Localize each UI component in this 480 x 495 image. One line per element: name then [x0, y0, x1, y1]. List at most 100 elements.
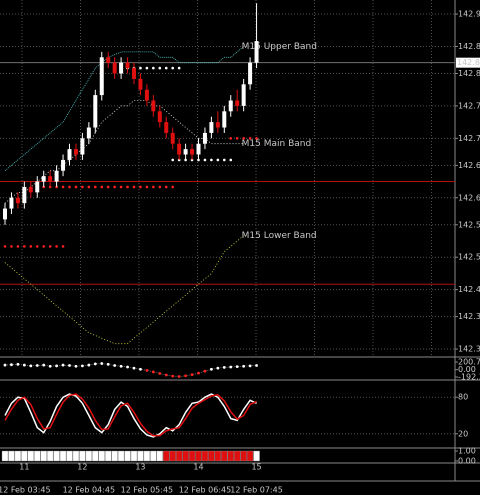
indicator-dot [151, 370, 155, 374]
candle-body [202, 132, 207, 144]
signal-cell [27, 450, 34, 462]
indicator-dot [81, 364, 84, 368]
candle-body [48, 176, 53, 182]
candle-body [28, 186, 33, 193]
level-dot [10, 245, 13, 248]
candle-body [80, 138, 85, 155]
signal-cell [201, 450, 209, 462]
y-tick-label: 142.5 [458, 253, 480, 262]
indicator-dot [29, 364, 33, 368]
level-dot [94, 185, 97, 189]
candle-body [215, 122, 220, 128]
level-dot [210, 158, 213, 162]
level-dot [171, 158, 174, 162]
level-dot [203, 158, 207, 162]
candle-body [125, 62, 130, 69]
level-dot [61, 245, 65, 248]
signal-cell [59, 450, 67, 462]
candle-body [9, 197, 14, 209]
candle-body [73, 149, 78, 155]
candle-body [86, 127, 91, 139]
y-tick-label: 142.44 [458, 285, 480, 294]
candle-body [157, 111, 162, 123]
signal-cell [130, 450, 138, 462]
level-dot [255, 137, 258, 140]
indicator-dot [210, 367, 213, 371]
hour-label: 11 [19, 463, 29, 472]
signal-cell [221, 450, 228, 462]
signal-cell [143, 450, 151, 462]
level-dot [229, 137, 233, 140]
hour-label: 12 [77, 463, 87, 472]
signal-cell [98, 450, 105, 462]
signal-cell [117, 450, 125, 462]
level-dot [3, 245, 7, 248]
level-dot [61, 185, 65, 189]
indicator-dot [126, 365, 129, 369]
signal-cell [175, 450, 183, 462]
y-tick-label: 0.00 [458, 457, 476, 466]
x-tick-label: 12 Feb 07:45 [230, 486, 282, 495]
hour-label: 15 [251, 463, 261, 472]
x-tick-label: 12 Feb 06:45 [179, 486, 231, 495]
candle-body [119, 62, 124, 74]
indicator-dot [16, 362, 20, 366]
indicator-dot [48, 364, 52, 368]
y-tick-label: 1.00 [458, 447, 476, 456]
signal-cell [182, 450, 189, 462]
level-dot [29, 245, 33, 248]
y-tick-label: 142.78 [458, 101, 480, 110]
indicator-dot [74, 364, 78, 368]
level-dot [132, 185, 136, 189]
candle-body [99, 57, 104, 96]
x-tick-label: 12 Feb 04:45 [63, 486, 115, 495]
level-dot [23, 245, 26, 248]
level-dot [113, 185, 116, 189]
indicator-dot [87, 363, 91, 367]
indicator-dot [177, 375, 181, 378]
indicator-dot [248, 364, 252, 368]
indicator-dot [190, 373, 194, 377]
y-tick-label: 20 [458, 429, 468, 438]
signal-cell [150, 450, 157, 462]
level-dot [177, 66, 181, 70]
candle-body [254, 41, 259, 63]
indicator-dot [255, 364, 258, 367]
indicator-dot [35, 364, 39, 367]
signal-cell [46, 450, 54, 462]
indicator-dot [10, 363, 13, 367]
indicator-dot [139, 367, 142, 371]
indicator-dot [61, 363, 65, 367]
candle-body [3, 208, 7, 220]
candle-body [106, 57, 111, 63]
candle-body [15, 197, 20, 204]
signal-cell [92, 450, 99, 462]
candle-body [61, 159, 66, 171]
signal-cell [137, 450, 144, 462]
candle-body [235, 100, 240, 106]
candle-body [35, 181, 40, 193]
level-dot [42, 245, 45, 248]
x-tick-label: 12 Feb 03:45 [0, 486, 51, 495]
candle-body [196, 143, 201, 155]
signal-cell [246, 450, 254, 462]
band-line [4, 46, 244, 172]
candle-body [138, 78, 143, 90]
level-dot [164, 185, 168, 189]
signal-cell [40, 450, 47, 462]
signal-cell [14, 450, 22, 462]
y-tick-label: 80 [458, 393, 468, 402]
signal-cell [227, 450, 234, 462]
candle-body [93, 95, 98, 128]
indicator-dot [132, 366, 136, 370]
y-tick-label: 142.95 [458, 10, 480, 19]
signal-cell [34, 450, 41, 462]
signal-cell [169, 450, 176, 462]
indicator-dot [184, 374, 188, 378]
signal-cell [66, 450, 73, 462]
candle-body [22, 186, 27, 204]
band-label: M15 Upper Band [242, 42, 317, 52]
signal-cell [79, 450, 86, 462]
